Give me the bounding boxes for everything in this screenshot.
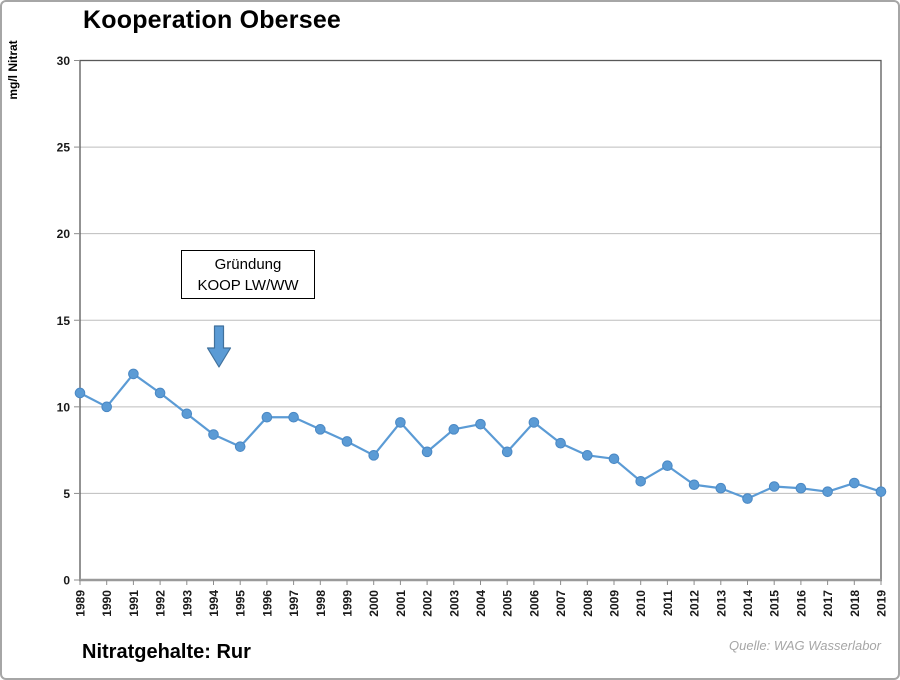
- x-tick-label: 2001: [394, 590, 408, 617]
- data-point: [475, 418, 486, 430]
- data-point: [128, 368, 139, 380]
- data-point: [528, 417, 540, 428]
- annotation-box: Gründung KOOP LW/WW: [181, 250, 315, 299]
- data-point: [315, 424, 326, 435]
- x-tick-label: 2004: [474, 590, 488, 617]
- data-point: [368, 450, 380, 461]
- annotation-line-1: Gründung: [214, 256, 282, 273]
- y-tick-label: 5: [63, 487, 70, 501]
- data-point: [208, 429, 219, 440]
- x-tick-label: 2015: [768, 590, 782, 617]
- x-tick-label: 2009: [608, 590, 622, 617]
- data-point: [154, 387, 166, 399]
- x-tick-label: 2003: [447, 590, 461, 617]
- x-tick-label: 1993: [180, 590, 194, 617]
- x-tick-label: 1995: [234, 590, 248, 617]
- x-tick-label: 1996: [260, 590, 274, 617]
- data-point: [395, 417, 406, 428]
- data-point: [421, 446, 433, 458]
- y-tick-label: 30: [57, 54, 71, 68]
- y-tick-label: 0: [63, 574, 70, 588]
- chart-title: Kooperation Obersee: [83, 6, 342, 34]
- data-point: [715, 482, 727, 494]
- x-tick-label: 2011: [661, 590, 675, 616]
- y-tick-label: 10: [57, 400, 71, 414]
- data-point: [181, 408, 193, 420]
- x-tick-label: 2002: [421, 590, 435, 617]
- data-point: [582, 450, 593, 461]
- data-point: [101, 401, 112, 413]
- data-point: [822, 486, 833, 497]
- data-point: [288, 411, 299, 423]
- data-point: [742, 493, 753, 504]
- y-axis-label: mg/l Nitrat: [6, 40, 20, 99]
- x-tick-label: 2010: [634, 590, 648, 617]
- chart-subtitle: Nitratgehalte: Rur: [82, 641, 251, 663]
- data-point: [341, 436, 353, 447]
- x-tick-label: 2017: [821, 590, 835, 617]
- x-tick-label: 1997: [287, 590, 301, 617]
- annotation-line-2: KOOP LW/WW: [197, 277, 299, 294]
- x-tick-label: 2000: [367, 590, 381, 617]
- x-tick-label: 2005: [501, 590, 515, 617]
- data-point: [875, 486, 887, 497]
- x-tick-label: 2016: [794, 590, 808, 617]
- x-tick-label: 2008: [581, 590, 595, 617]
- x-tick-label: 2014: [741, 590, 755, 617]
- x-tick-label: 1999: [341, 590, 355, 617]
- source-note: Quelle: WAG Wasserlabor: [729, 638, 881, 653]
- x-tick-label: 2006: [527, 590, 541, 617]
- data-point: [608, 453, 620, 465]
- plot-area: 0 5 10 15 20 25 30 1989 1990 1991 1992 1993 1994 1995…: [57, 54, 889, 617]
- x-tick-label: 1992: [154, 590, 168, 617]
- x-tick-label: 2019: [875, 590, 889, 617]
- x-tick-label: 1989: [74, 590, 88, 617]
- data-point: [261, 411, 273, 423]
- data-point: [74, 387, 86, 399]
- data-point: [448, 424, 460, 435]
- data-point: [501, 446, 513, 458]
- y-tick-label: 20: [57, 227, 71, 241]
- data-point: [234, 441, 246, 452]
- data-point: [795, 482, 807, 494]
- x-tick-label: 1991: [127, 590, 141, 617]
- x-tick-label: 2012: [688, 590, 702, 617]
- data-point: [849, 477, 860, 489]
- y-tick-label: 15: [57, 314, 71, 328]
- data-point: [555, 437, 566, 449]
- data-point: [768, 481, 780, 492]
- data-point: [662, 460, 673, 472]
- x-tick-label: 1990: [100, 590, 114, 617]
- data-series-line: [78, 372, 883, 500]
- down-arrow-icon: [206, 325, 232, 368]
- x-tick-label: 1994: [207, 590, 221, 617]
- data-point: [635, 475, 647, 487]
- x-tick-label: 2007: [554, 590, 568, 617]
- y-tick-label: 25: [57, 141, 71, 155]
- x-tick-label: 2013: [714, 590, 728, 617]
- x-tick-label: 2018: [848, 590, 862, 617]
- x-tick-label: 1998: [314, 590, 328, 617]
- data-point: [688, 479, 700, 491]
